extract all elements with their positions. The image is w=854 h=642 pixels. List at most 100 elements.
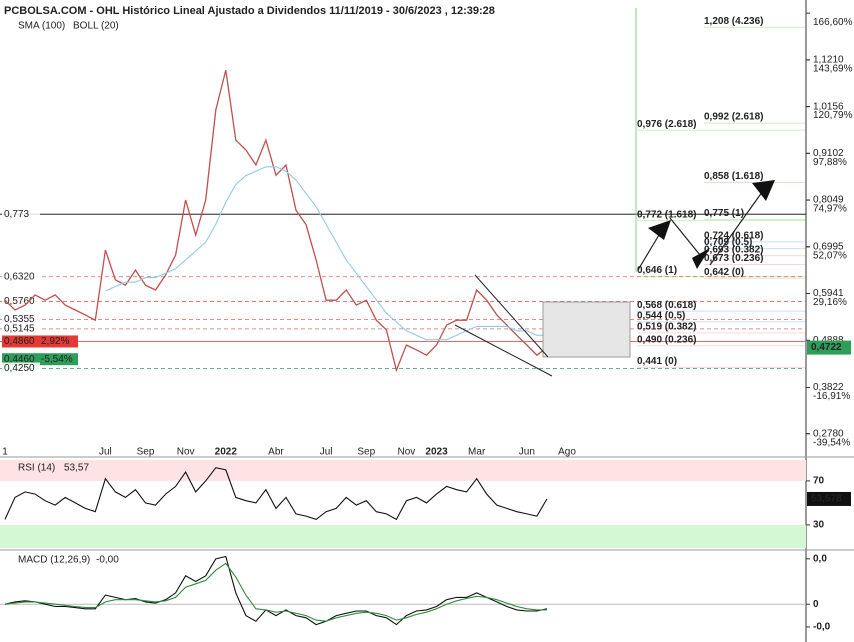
x-tick-label: Jul xyxy=(320,447,333,458)
y-tick-label: 0,2780 xyxy=(813,428,844,439)
arrow-line xyxy=(637,229,663,271)
y-tick-label: -0,0 xyxy=(813,622,831,633)
level-label: 0,5760 xyxy=(4,296,35,307)
level-box xyxy=(2,335,78,348)
fib-label: 0,646 (1) xyxy=(637,265,677,276)
y2-tick-label: -39,54% xyxy=(813,437,850,448)
fib-label: 0,519 (0.382) xyxy=(637,321,697,332)
overbought-band xyxy=(0,460,806,481)
fib-label: 0,568 (0.618) xyxy=(637,300,697,311)
y-tick-label: 1,1210 xyxy=(813,55,844,66)
x-tick-label: Jun xyxy=(519,447,535,458)
last-value-box xyxy=(807,491,851,506)
y2-tick-label: 52,07% xyxy=(813,250,847,261)
fib-label: 0,724 (0.618) xyxy=(704,231,764,242)
indicator-line xyxy=(4,562,547,622)
y2-tick-label: 166,60% xyxy=(813,17,853,28)
overlay-label: BOLL (20) xyxy=(73,21,119,32)
y-tick-label: 0 xyxy=(813,599,819,610)
y-tick-label: 30 xyxy=(813,520,825,531)
x-tick-label: Mar xyxy=(468,447,486,458)
arrow-head xyxy=(692,248,710,269)
fib-label: 0,992 (2.618) xyxy=(704,112,764,123)
fib-label: 0,490 (0.236) xyxy=(637,334,697,345)
range-box xyxy=(542,301,631,358)
y2-tick-label: 74,97% xyxy=(813,204,847,215)
x-tick-label: 2023 xyxy=(425,447,448,458)
level-label: 0,4250 xyxy=(4,363,35,374)
x-tick-label: 1 xyxy=(2,447,8,458)
panel-value: -0,00 xyxy=(96,555,119,566)
panel-value: 53,57 xyxy=(64,463,89,474)
y2-tick-label: 97,88% xyxy=(813,157,847,168)
x-tick-label: 2022 xyxy=(215,447,238,458)
series-line xyxy=(4,69,548,373)
y-tick-label: 0,3822 xyxy=(813,382,844,393)
level-box xyxy=(2,208,40,221)
x-tick-label: Sep xyxy=(357,447,375,458)
level-box xyxy=(2,322,40,335)
level-box xyxy=(2,362,40,375)
x-tick-label: Ago xyxy=(558,447,576,458)
x-tick-label: Abr xyxy=(268,447,284,458)
y-tick-label: 0,4888 xyxy=(813,335,844,346)
x-tick-label: Nov xyxy=(398,447,416,458)
series-line xyxy=(4,467,548,521)
level-change: 2,92% xyxy=(41,336,69,347)
fib-label: 1,208 (4.236) xyxy=(704,16,764,27)
level-box xyxy=(2,270,40,283)
fib-label: 0,775 (1) xyxy=(704,208,744,219)
arrow-line xyxy=(669,217,701,256)
x-tick-label: Nov xyxy=(177,447,195,458)
trend-line xyxy=(474,274,549,358)
oversold-band xyxy=(0,524,806,548)
y-tick-label: 0,5941 xyxy=(813,288,844,299)
level-label: 0,773 xyxy=(4,209,29,220)
level-label: 0,5355 xyxy=(4,314,35,325)
x-tick-label: Sep xyxy=(137,447,155,458)
arrow-line xyxy=(709,187,766,266)
level-box xyxy=(2,295,40,308)
fib-label: 0,858 (1.618) xyxy=(704,171,764,182)
arrow-head xyxy=(752,180,775,201)
y2-tick-label: 29,16% xyxy=(813,297,847,308)
y-tick-label: 1,0156 xyxy=(813,101,844,112)
arrow-head xyxy=(648,220,671,240)
y2-tick-label: 120,79% xyxy=(813,110,853,121)
y-tick-label: 0,9102 xyxy=(813,148,844,159)
level-change: -5,54% xyxy=(41,354,73,365)
last-value-label: 53,578 xyxy=(811,494,842,505)
drawings xyxy=(454,8,775,377)
chart-title: PCBOLSA.COM - OHL Histórico Lineal Ajust… xyxy=(4,5,495,17)
level-label: 0,4460 xyxy=(4,354,35,365)
level-label: 0,5145 xyxy=(4,323,35,334)
legend-entry: SMA (100) xyxy=(18,21,65,32)
fib-label: 0,709 (0.5) xyxy=(704,237,752,248)
fib-label: 0,544 (0.5) xyxy=(637,310,685,321)
x-tick-label: Jul xyxy=(99,447,112,458)
y2-tick-label: 143,69% xyxy=(813,64,853,75)
fib-label: 0,673 (0.236) xyxy=(704,253,764,264)
series-line xyxy=(4,555,548,626)
panel-title: RSI (14) xyxy=(18,463,55,474)
fib-label: 0,642 (0) xyxy=(704,267,744,278)
y-tick-label: 0,8049 xyxy=(813,195,844,206)
last-value-box xyxy=(807,340,851,355)
y-tick-label: 70 xyxy=(813,476,825,487)
fib-label: 0,693 (0.382) xyxy=(704,244,764,255)
y-tick-label: 0,0 xyxy=(813,553,827,564)
fib-label: 0,441 (0) xyxy=(637,356,677,367)
level-label: 0,4860 xyxy=(4,336,35,347)
y2-tick-label: -16,91% xyxy=(813,391,850,402)
last-value-label: 0,4722 xyxy=(811,342,842,353)
trend-line xyxy=(454,324,553,377)
level-label: 0,6320 xyxy=(4,271,35,282)
fib-label: 0,772 (1.618) xyxy=(637,209,697,220)
y-tick-label: 0,6995 xyxy=(813,241,844,252)
level-box xyxy=(2,353,78,366)
panel-title: MACD (12,26,9) xyxy=(18,555,90,566)
level-box xyxy=(2,313,40,326)
indicator-line xyxy=(105,166,547,341)
fib-label: 0,976 (2.618) xyxy=(637,119,697,130)
